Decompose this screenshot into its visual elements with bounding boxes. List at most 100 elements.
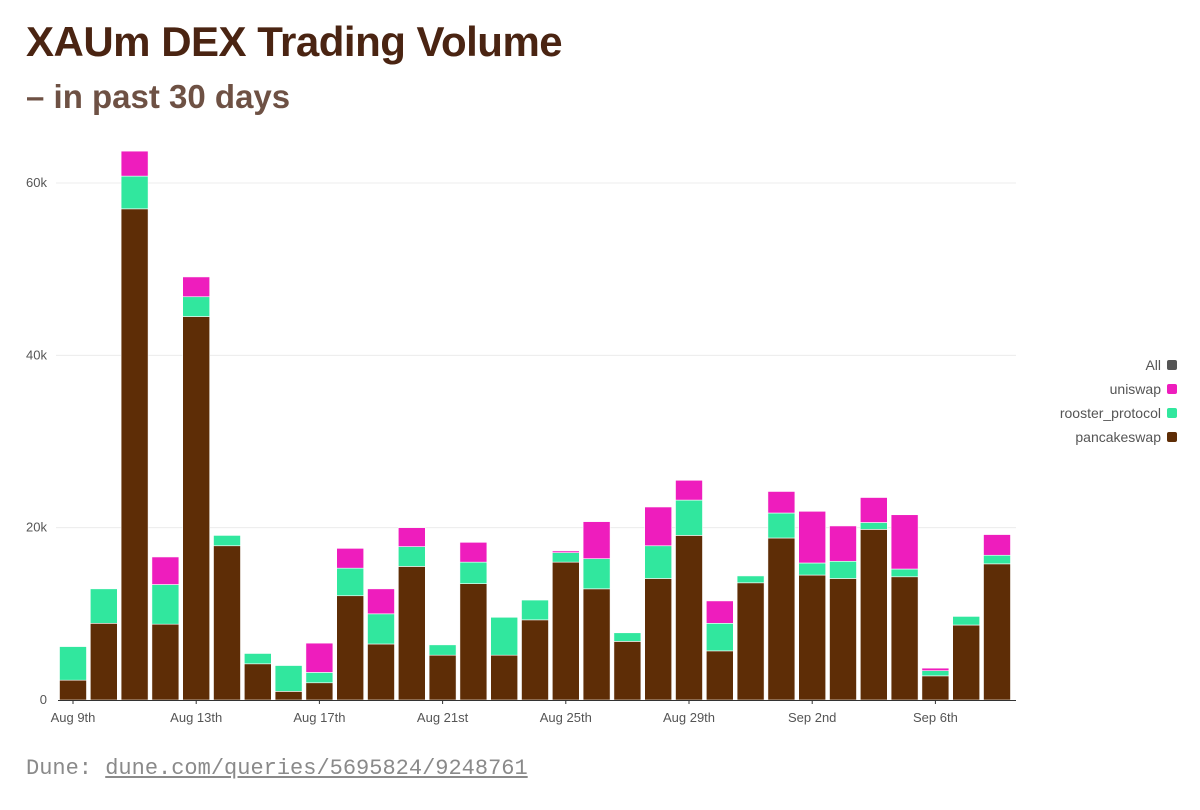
bar-pancakeswap[interactable] (551, 561, 580, 701)
bar-rooster-protocol[interactable] (59, 646, 87, 681)
bar-uniswap[interactable] (921, 667, 950, 672)
bar-pancakeswap[interactable] (151, 623, 180, 701)
bar-uniswap[interactable] (151, 556, 180, 585)
x-tick-label: Aug 9th (51, 710, 96, 725)
bar-pancakeswap[interactable] (829, 578, 857, 701)
source-link[interactable]: dune.com/queries/5695824/9248761 (105, 756, 528, 781)
bar-pancakeswap[interactable] (336, 595, 365, 701)
bar-uniswap[interactable] (551, 550, 580, 553)
bar-pancakeswap[interactable] (859, 529, 888, 701)
legend-item-rooster-protocol[interactable]: rooster_protocol (1060, 405, 1177, 421)
bar-pancakeswap[interactable] (613, 641, 642, 701)
bar-rooster-protocol[interactable] (459, 561, 488, 584)
x-axis-ticks: Aug 9th Aug 13th Aug 17th Aug 21st Aug 25th A… (51, 700, 958, 725)
bar-pancakeswap[interactable] (213, 545, 241, 701)
bar-pancakeswap[interactable] (767, 537, 796, 701)
bar-uniswap[interactable] (644, 506, 673, 547)
bar-rooster-protocol[interactable] (490, 616, 519, 656)
bar-rooster-protocol[interactable] (736, 575, 765, 584)
bar-pancakeswap[interactable] (736, 582, 765, 701)
bar-uniswap[interactable] (120, 150, 149, 177)
bar-rooster-protocol[interactable] (952, 616, 981, 626)
bar-rooster-protocol[interactable] (521, 599, 549, 621)
bar-uniswap[interactable] (983, 534, 1011, 556)
bar-pancakeswap[interactable] (428, 654, 457, 701)
bar-rooster-protocol[interactable] (428, 644, 457, 656)
bar-pancakeswap[interactable] (305, 682, 334, 701)
bar-pancakeswap[interactable] (274, 691, 303, 701)
bar-rooster-protocol[interactable] (582, 558, 611, 590)
bar-pancakeswap[interactable] (90, 623, 118, 701)
bar-uniswap[interactable] (459, 542, 488, 563)
legend-item-uniswap[interactable]: uniswap (1110, 381, 1177, 397)
bar-uniswap[interactable] (582, 521, 611, 559)
bar-uniswap[interactable] (705, 600, 734, 624)
bar-pancakeswap[interactable] (459, 583, 488, 701)
bar-rooster-protocol[interactable] (244, 653, 272, 665)
bar-uniswap[interactable] (182, 276, 210, 298)
bar-rooster-protocol[interactable] (983, 554, 1011, 565)
bar-rooster-protocol[interactable] (151, 584, 180, 625)
bar-rooster-protocol[interactable] (397, 546, 426, 567)
bar-pancakeswap[interactable] (952, 624, 981, 701)
legend-item-pancakeswap[interactable]: pancakeswap (1075, 429, 1177, 445)
bar-rooster-protocol[interactable] (90, 588, 118, 624)
bar-pancakeswap[interactable] (397, 566, 426, 701)
bar-uniswap[interactable] (336, 548, 365, 569)
x-tick-label: Aug 21st (417, 710, 469, 725)
bar-rooster-protocol[interactable] (182, 296, 210, 317)
x-tick-label: Sep 2nd (788, 710, 836, 725)
legend-item-all[interactable]: All (1145, 357, 1177, 373)
bar-uniswap[interactable] (305, 642, 334, 673)
bar-rooster-protocol[interactable] (921, 670, 950, 677)
bar-pancakeswap[interactable] (120, 208, 149, 701)
bar-rooster-protocol[interactable] (367, 613, 395, 645)
bar-uniswap[interactable] (859, 497, 888, 523)
bar-rooster-protocol[interactable] (859, 522, 888, 530)
bar-uniswap[interactable] (675, 479, 703, 501)
bar-pancakeswap[interactable] (521, 619, 549, 701)
bar-pancakeswap[interactable] (244, 663, 272, 701)
legend-label: All (1145, 357, 1161, 373)
bar-uniswap[interactable] (367, 588, 395, 615)
bar-pancakeswap[interactable] (490, 654, 519, 701)
bar-rooster-protocol[interactable] (767, 512, 796, 539)
source-label: Dune: (26, 756, 93, 781)
bar-rooster-protocol[interactable] (551, 552, 580, 563)
bar-rooster-protocol[interactable] (274, 665, 303, 692)
bar-pancakeswap[interactable] (582, 588, 611, 701)
bar-uniswap[interactable] (397, 527, 426, 547)
bar-pancakeswap[interactable] (798, 574, 827, 701)
bar-pancakeswap[interactable] (367, 643, 395, 701)
source-footer: Dune: dune.com/queries/5695824/9248761 (26, 756, 528, 781)
bar-uniswap[interactable] (798, 510, 827, 564)
bar-pancakeswap[interactable] (921, 675, 950, 701)
bar-rooster-protocol[interactable] (336, 567, 365, 597)
chart-subtitle: – in past 30 days (26, 78, 291, 115)
bar-rooster-protocol[interactable] (120, 175, 149, 210)
bar-rooster-protocol[interactable] (613, 632, 642, 642)
bar-rooster-protocol[interactable] (705, 623, 734, 652)
bar-rooster-protocol[interactable] (798, 562, 827, 576)
bar-pancakeswap[interactable] (182, 316, 210, 701)
x-tick-label: Aug 17th (293, 710, 345, 725)
bar-uniswap[interactable] (890, 514, 919, 570)
bar-rooster-protocol[interactable] (890, 568, 919, 578)
x-tick-label: Sep 6th (913, 710, 958, 725)
bar-pancakeswap[interactable] (890, 576, 919, 701)
bar-pancakeswap[interactable] (644, 578, 673, 701)
bar-pancakeswap[interactable] (675, 535, 703, 701)
bar-rooster-protocol[interactable] (644, 545, 673, 579)
bar-pancakeswap[interactable] (983, 563, 1011, 701)
bar-uniswap[interactable] (829, 525, 857, 562)
bar-rooster-protocol[interactable] (305, 672, 334, 684)
x-tick-label: Aug 25th (540, 710, 592, 725)
bar-rooster-protocol[interactable] (829, 560, 857, 579)
legend[interactable]: All uniswap rooster_protocol pancakeswap (1060, 357, 1177, 445)
bar-pancakeswap[interactable] (59, 679, 87, 701)
bar-uniswap[interactable] (767, 491, 796, 514)
bar-pancakeswap[interactable] (705, 650, 734, 701)
bar-rooster-protocol[interactable] (675, 499, 703, 536)
bar-rooster-protocol[interactable] (213, 535, 241, 547)
